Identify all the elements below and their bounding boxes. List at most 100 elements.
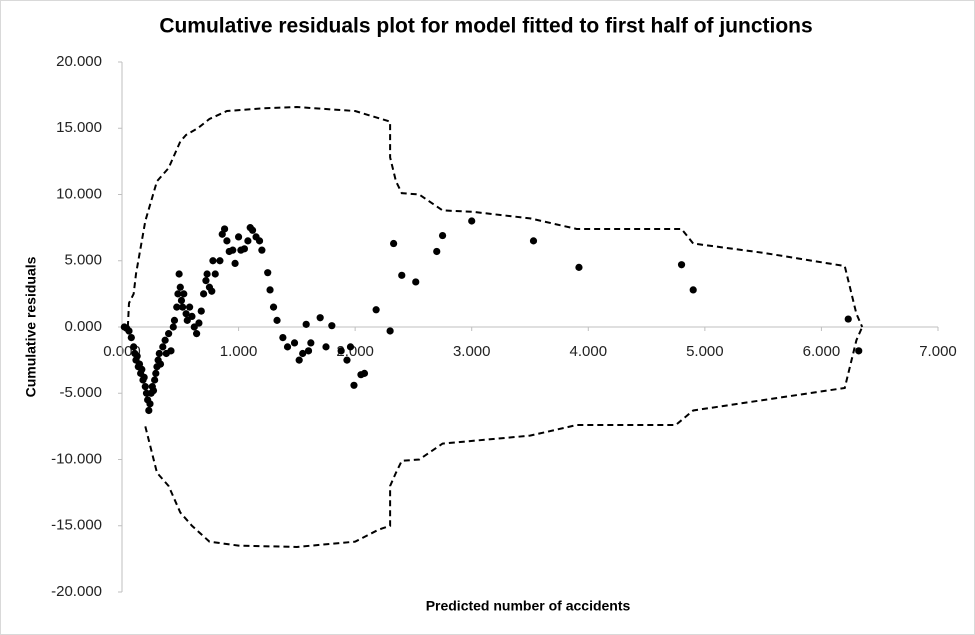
data-point: [229, 246, 237, 254]
data-point: [328, 322, 336, 330]
data-point: [248, 226, 257, 234]
data-point: [290, 339, 299, 347]
data-point: [346, 343, 355, 351]
x-tick-label: 3.000: [453, 343, 491, 360]
data-point: [211, 270, 219, 278]
y-tick-label: 20.000: [56, 53, 102, 70]
data-point: [322, 343, 330, 351]
data-point: [130, 343, 138, 351]
data-point: [195, 319, 203, 327]
data-point: [193, 330, 201, 338]
data-point: [689, 286, 697, 294]
data-point: [316, 314, 324, 322]
data-point: [412, 278, 420, 286]
y-tick-label: -5.000: [59, 384, 102, 401]
data-point: [529, 237, 538, 245]
data-point: [258, 246, 266, 254]
data-point: [176, 283, 184, 291]
data-point: [138, 365, 146, 373]
data-point: [307, 339, 315, 347]
data-point: [283, 343, 292, 351]
data-point: [133, 352, 141, 360]
data-point: [188, 312, 196, 320]
data-point: [216, 257, 224, 265]
data-point: [208, 287, 216, 295]
data-point: [269, 303, 278, 311]
data-point: [264, 269, 272, 277]
data-point: [266, 286, 274, 294]
data-point: [677, 261, 686, 269]
data-point: [202, 277, 210, 285]
data-point: [372, 306, 380, 314]
data-point: [152, 369, 160, 377]
data-point: [304, 347, 313, 355]
data-point: [575, 263, 583, 271]
y-tick-label: 0.000: [64, 318, 102, 335]
data-point: [146, 400, 154, 408]
data-point: [295, 356, 303, 364]
data-point: [125, 327, 133, 335]
data-point: [234, 233, 243, 241]
data-point: [220, 225, 229, 233]
data-point: [240, 245, 248, 253]
data-point: [844, 315, 852, 323]
data-point: [145, 406, 153, 415]
data-point: [209, 257, 217, 265]
data-point: [170, 316, 179, 324]
data-point: [203, 270, 211, 278]
data-point: [386, 327, 394, 335]
data-point: [175, 270, 183, 278]
x-tick-label: 2.000: [336, 343, 374, 360]
y-tick-label: -15.000: [51, 517, 102, 534]
data-point: [127, 334, 135, 342]
data-point: [390, 239, 398, 248]
data-point: [179, 303, 187, 311]
data-point: [149, 387, 158, 395]
data-point: [273, 316, 281, 324]
data-point: [186, 303, 194, 311]
data-point: [231, 259, 239, 267]
data-point: [180, 290, 188, 298]
y-tick-label: 10.000: [56, 185, 102, 202]
data-point: [855, 347, 863, 355]
data-point: [279, 334, 287, 342]
y-tick-label: -20.000: [51, 583, 102, 600]
data-point: [302, 320, 310, 328]
data-point: [299, 349, 307, 358]
data-point: [337, 347, 345, 355]
chart-title: Cumulative residuals plot for model fitt…: [159, 15, 812, 38]
x-tick-label: 1.000: [220, 343, 258, 360]
y-tick-label: -10.000: [51, 450, 102, 467]
data-point: [140, 373, 148, 381]
x-tick-label: 6.000: [803, 343, 841, 360]
y-tick-label: 15.000: [56, 119, 102, 136]
data-point: [165, 330, 173, 338]
x-axis-title: Predicted number of accidents: [426, 598, 631, 614]
data-point: [197, 307, 205, 315]
x-tick-label: 4.000: [570, 343, 608, 360]
data-point: [200, 290, 208, 298]
y-tick-label: 5.000: [64, 252, 102, 269]
data-point: [159, 343, 167, 351]
data-point: [169, 323, 177, 331]
data-point: [244, 237, 252, 245]
data-point: [223, 237, 231, 245]
y-axis-title: Cumulative residuals: [23, 256, 39, 397]
bound-line: [144, 326, 864, 548]
data-point: [173, 303, 181, 311]
data-point: [350, 381, 358, 389]
data-point: [255, 237, 264, 245]
data-point: [177, 296, 186, 305]
x-tick-label: 5.000: [686, 343, 724, 360]
data-point: [360, 369, 369, 377]
data-point: [161, 336, 169, 344]
data-point: [141, 383, 149, 391]
data-point: [438, 231, 447, 240]
data-point: [182, 310, 190, 318]
data-point: [174, 290, 182, 298]
data-point: [433, 247, 441, 256]
data-point: [468, 217, 476, 225]
x-tick-label: 7.000: [919, 343, 957, 360]
data-point: [398, 271, 406, 279]
